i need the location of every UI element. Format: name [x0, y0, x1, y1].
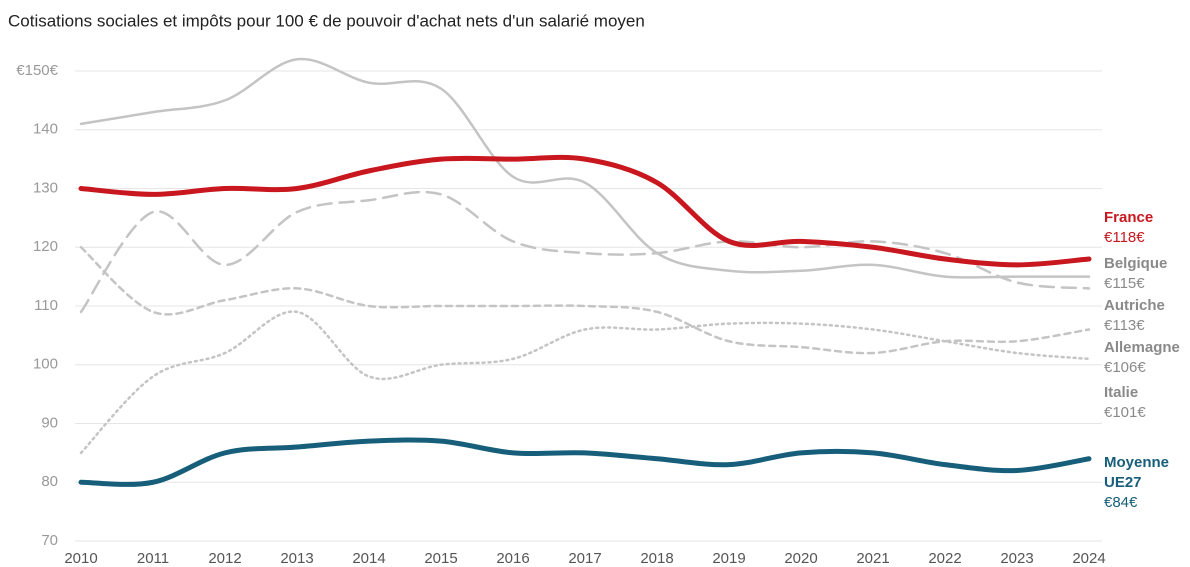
x-tick-label: 2010	[64, 550, 97, 567]
legend-name: Moyenne UE27	[1104, 454, 1170, 491]
series-line	[79, 310, 1091, 455]
series-line	[79, 190, 1091, 314]
series-line	[78, 437, 1092, 487]
series-label: Belgique €115€	[1104, 254, 1190, 294]
x-tick-label: 2015	[424, 550, 457, 567]
x-tick-label: 2016	[496, 550, 529, 567]
series-label: Autriche €113€	[1104, 296, 1190, 336]
y-tick-label: 120	[33, 238, 58, 255]
x-tick-label: 2024	[1072, 550, 1105, 567]
series-line	[79, 57, 1091, 279]
x-tick-label: 2014	[352, 550, 385, 567]
x-tick-label: 2013	[280, 550, 313, 567]
x-tick-label: 2023	[1000, 550, 1033, 567]
value-label: €84€	[1104, 494, 1138, 511]
legend-name: Italie	[1104, 384, 1139, 401]
series-label: France €118€	[1104, 208, 1190, 248]
x-tick-label: 2022	[928, 550, 961, 567]
x-tick-label: 2012	[208, 550, 241, 567]
chart-title: Cotisations sociales et impôts pour 100 …	[8, 11, 645, 30]
series-line	[79, 246, 1091, 355]
series-label: Italie €101€	[1104, 383, 1190, 423]
x-tick-label: 2021	[856, 550, 889, 567]
y-tick-label: 110	[34, 297, 58, 314]
legend-name: Autriche	[1104, 297, 1165, 314]
legend-name: France	[1104, 209, 1154, 226]
series-label: Allemagne €106€	[1104, 338, 1190, 378]
y-tick-label: 100	[33, 356, 58, 373]
y-tick-label: 140	[33, 121, 58, 138]
y-tick-label: 90	[41, 414, 58, 431]
legend-name: Allemagne	[1104, 339, 1180, 356]
y-tick-label: 70	[41, 532, 58, 549]
value-label: €118€	[1104, 229, 1145, 246]
x-tick-label: 2017	[568, 550, 601, 567]
value-label: €101€	[1104, 404, 1146, 421]
x-tick-label: 2020	[784, 550, 817, 567]
y-tick-label: 80	[41, 473, 58, 490]
y-tick-label: €150€	[16, 62, 58, 79]
value-label: €113€	[1104, 317, 1145, 334]
legend-name: Belgique	[1104, 255, 1168, 272]
value-label: €115€	[1104, 275, 1145, 292]
x-tick-label: 2018	[640, 550, 673, 567]
x-tick-label: 2011	[137, 550, 169, 567]
value-label: €106€	[1104, 359, 1146, 376]
series-line	[78, 154, 1092, 268]
y-tick-label: 130	[33, 179, 58, 196]
x-tick-label: 2019	[712, 550, 745, 567]
series-label: Moyenne UE27 €84€	[1104, 453, 1190, 513]
